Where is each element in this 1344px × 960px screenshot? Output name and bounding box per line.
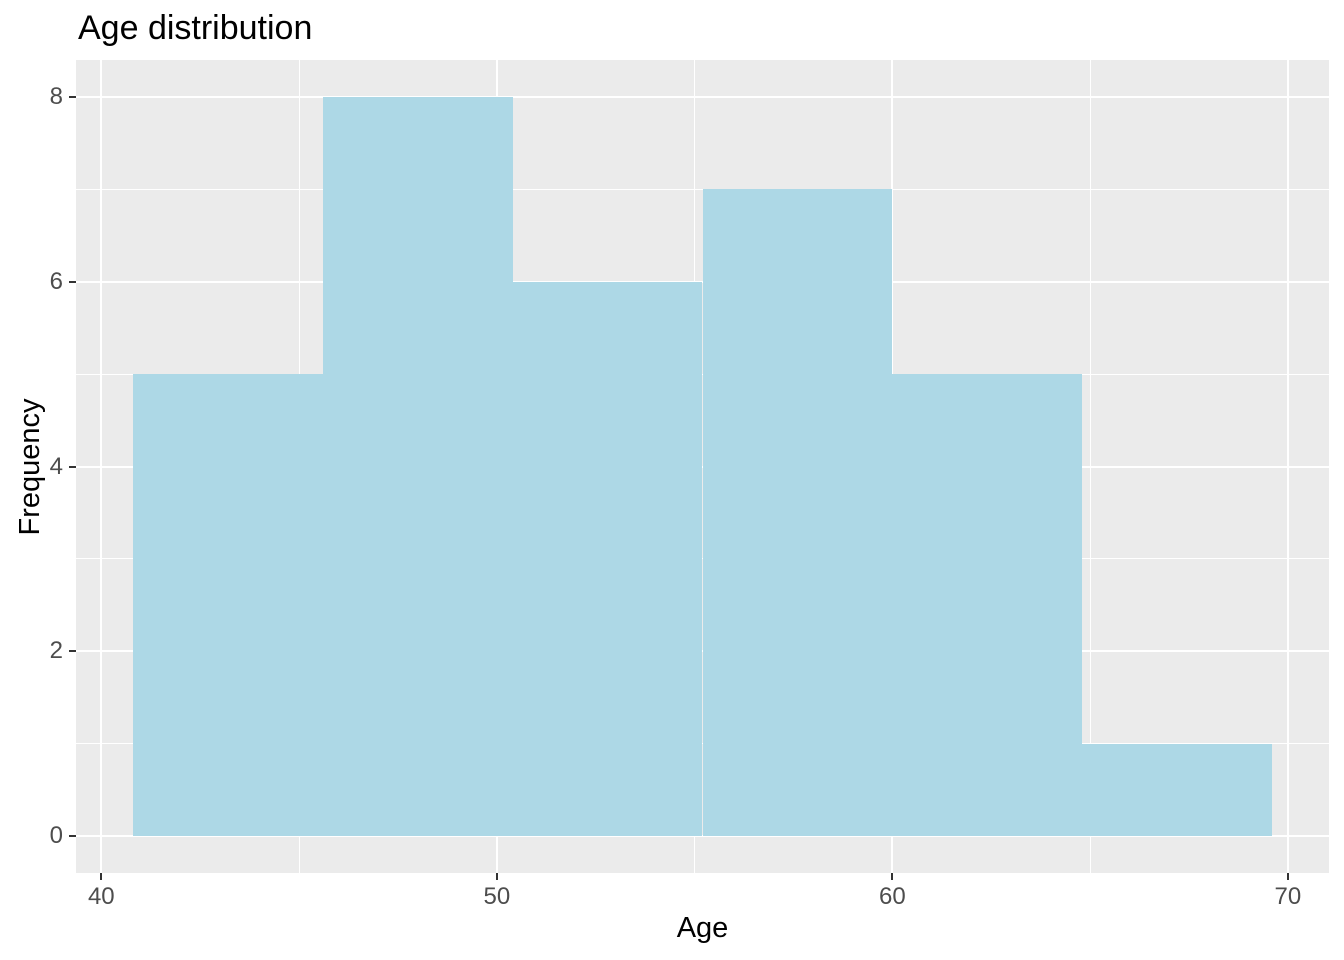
y-axis-tick-label: 4 [49,452,63,480]
plot-panel [76,60,1329,873]
histogram-bar [892,374,1083,837]
histogram-bar [702,189,893,837]
y-axis-tick-label: 6 [49,267,63,295]
x-axis-tick [1286,873,1289,880]
major-gridline-x [100,60,103,873]
y-axis-tick-label: 0 [49,822,63,850]
histogram-bar [322,96,513,837]
chart-title: Age distribution [78,9,313,47]
y-axis-tick-label: 2 [49,637,63,665]
x-axis-tick [891,873,894,880]
y-axis-tick [69,650,76,653]
y-axis-tick [69,465,76,468]
x-axis-tick-label: 40 [87,883,115,910]
x-axis-tick [495,873,498,880]
y-axis-tick [69,835,76,838]
y-axis-tick-label: 8 [49,82,63,110]
x-axis-title: Age [676,912,729,944]
x-axis-tick [100,873,103,880]
histogram-bar [1082,743,1273,837]
x-axis-tick-label: 60 [878,883,906,910]
major-gridline-y [76,95,1329,98]
y-axis-tick [69,280,76,283]
y-axis-tick [69,95,76,98]
major-gridline-x [1286,60,1289,873]
major-gridline-y [76,835,1329,838]
x-axis-tick-label: 70 [1274,883,1302,910]
histogram-bar [512,281,703,837]
x-axis-tick-label: 50 [483,883,511,910]
histogram-bar [132,374,323,837]
